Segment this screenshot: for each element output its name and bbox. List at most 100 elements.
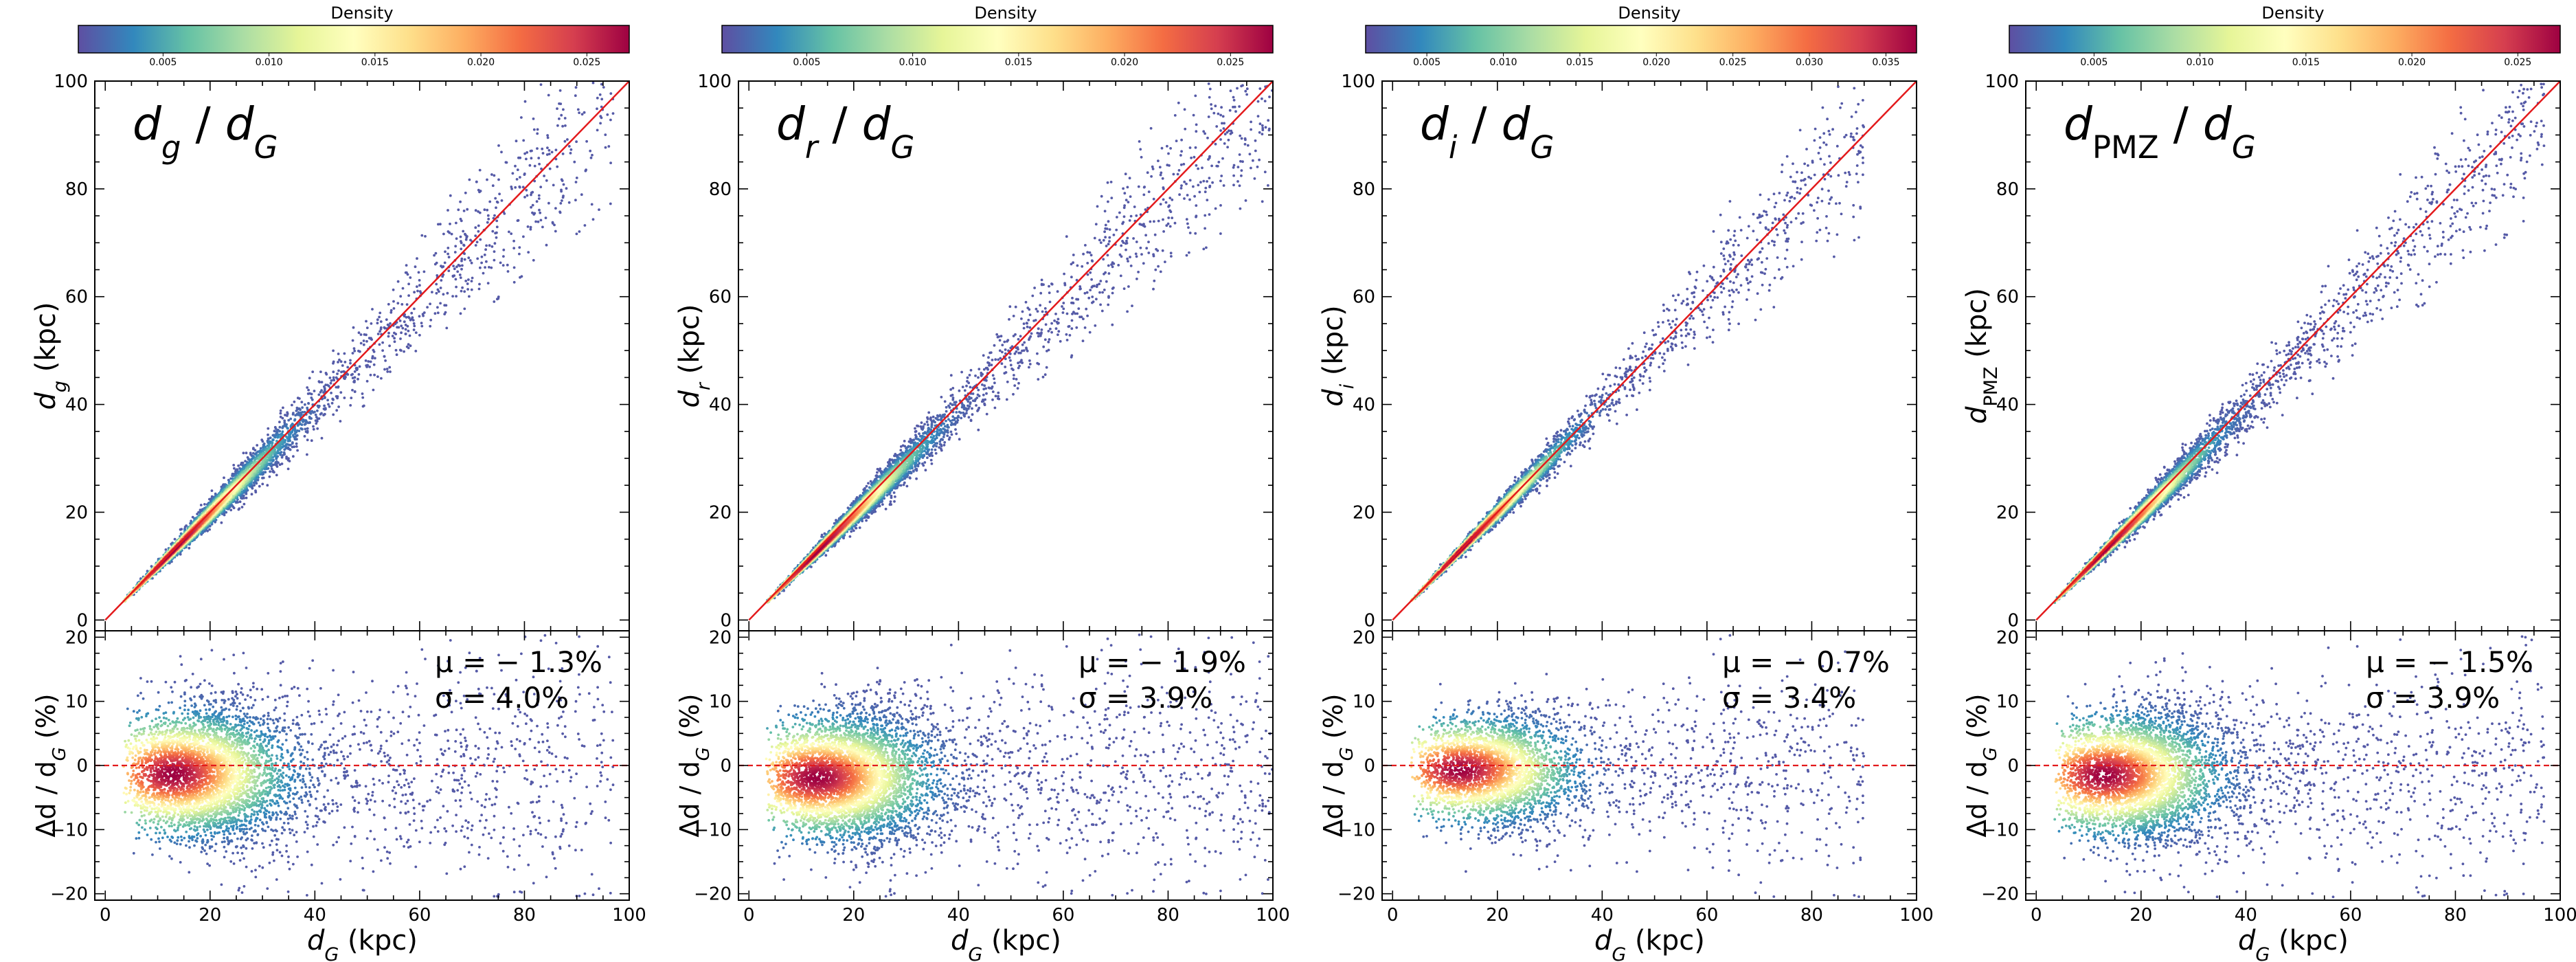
scatter-point <box>293 400 296 403</box>
scatter-point <box>337 369 340 372</box>
residual-point <box>569 779 572 783</box>
colorbar-label: Density <box>330 3 393 23</box>
scatter-point <box>560 178 563 181</box>
scatter-point <box>223 476 225 480</box>
scatter-point <box>467 278 470 281</box>
scatter-point <box>409 344 412 348</box>
scatter-point <box>295 410 298 412</box>
residual-point <box>574 825 578 829</box>
residual-point <box>544 836 547 839</box>
scatter-point <box>267 433 269 436</box>
residual-point <box>537 795 541 798</box>
scatter-point <box>512 247 516 249</box>
scatter-point <box>337 353 340 355</box>
scatter-point <box>474 226 477 230</box>
scatter-point <box>340 370 343 374</box>
residual-point <box>538 816 541 820</box>
colorbar-tick-label: 0.025 <box>573 57 600 68</box>
scatter-point <box>514 164 517 168</box>
scatter-point <box>413 291 416 294</box>
scatter-point <box>454 245 457 248</box>
scatter-point <box>279 412 282 415</box>
scatter-point <box>532 118 535 120</box>
scatter-point <box>351 388 354 392</box>
scatter-point <box>455 295 457 298</box>
scatter-point <box>317 393 321 396</box>
residual-point <box>556 780 559 783</box>
scatter-point <box>399 295 403 298</box>
scatter-point <box>607 145 611 148</box>
scatter-point <box>442 232 445 236</box>
scatter-point <box>457 263 460 267</box>
scatter-point <box>456 270 460 273</box>
scatter-point <box>241 461 245 465</box>
scatter-point <box>469 238 472 242</box>
scatter-point <box>258 484 261 488</box>
scatter-point <box>236 500 238 503</box>
scatter-point <box>279 409 282 412</box>
scatter-point <box>354 366 358 370</box>
scatter-point <box>357 377 359 381</box>
scatter-point <box>458 273 462 276</box>
scatter-point <box>547 201 550 205</box>
scatter-point <box>349 359 352 362</box>
residual-point <box>596 785 599 787</box>
scatter-point <box>276 436 280 439</box>
scatter-point <box>545 243 548 247</box>
scatter-point <box>459 276 462 279</box>
scatter-point <box>560 113 563 117</box>
residual-point <box>593 706 596 708</box>
scatter-point <box>455 237 458 240</box>
scatter-point <box>269 470 271 473</box>
scatter-point <box>286 414 289 417</box>
scatter-point <box>372 363 376 366</box>
scatter-point <box>300 427 303 430</box>
residual-point <box>529 832 532 836</box>
scatter-point <box>179 552 182 556</box>
scatter-point <box>583 111 586 114</box>
residual-point <box>575 772 578 775</box>
residual-point <box>596 744 599 747</box>
residual-point <box>539 785 543 788</box>
residual-point <box>550 752 554 755</box>
scatter-point <box>529 225 532 229</box>
scatter-point <box>495 219 499 223</box>
scatter-point <box>599 122 602 125</box>
scatter-point <box>405 345 409 348</box>
residual-point <box>609 756 613 759</box>
scatter-point <box>405 264 408 267</box>
scatter-point <box>429 318 433 322</box>
residual-point <box>561 770 565 774</box>
scatter-point <box>407 329 410 333</box>
scatter-point <box>278 429 282 433</box>
scatter-point <box>575 140 578 144</box>
scatter-point <box>556 107 558 111</box>
residual-point <box>541 732 544 736</box>
residual-point <box>600 774 603 777</box>
scatter-point <box>493 300 496 303</box>
scatter-point <box>437 223 440 226</box>
scatter-point <box>245 496 248 500</box>
scatter-point <box>300 401 304 403</box>
scatter-point <box>250 493 253 496</box>
scatter-point <box>261 440 264 443</box>
scatter-point <box>406 324 409 328</box>
scatter-point <box>540 167 543 170</box>
scatter-point <box>150 565 153 568</box>
scatter-point <box>518 252 521 256</box>
scatter-point <box>460 247 463 251</box>
residual-point <box>606 778 609 781</box>
scatter-point <box>604 146 607 149</box>
scatter-point <box>450 232 453 236</box>
scatter-point <box>506 270 510 273</box>
scatter-point <box>254 452 258 456</box>
scatter-point <box>357 331 361 335</box>
scatter-point <box>385 318 388 321</box>
scatter-point <box>523 196 526 199</box>
scatter-point <box>327 403 330 406</box>
scatter-point <box>474 244 477 247</box>
residual-point <box>602 739 605 742</box>
scatter-point <box>328 405 331 408</box>
scatter-point <box>210 489 214 492</box>
scatter-point <box>523 152 526 155</box>
